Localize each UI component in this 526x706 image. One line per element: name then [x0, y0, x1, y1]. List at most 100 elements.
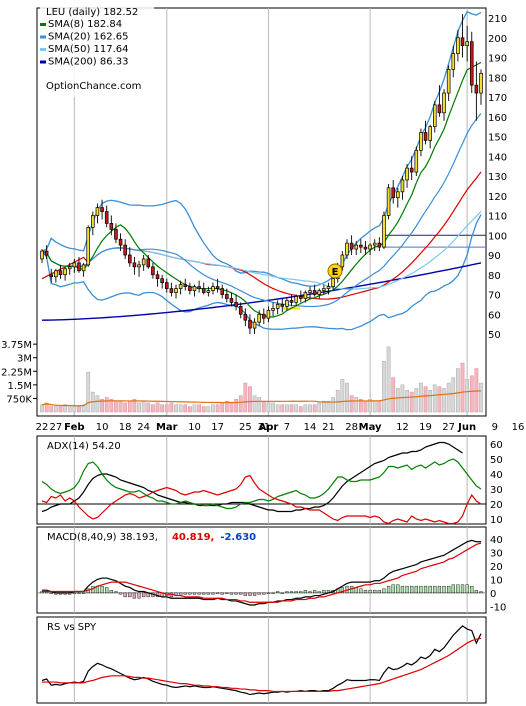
- macd-histogram-bar: [303, 589, 308, 594]
- macd-histogram-bar: [123, 592, 127, 598]
- volume-bar: [151, 404, 155, 413]
- adx-tick-label: 30: [490, 485, 503, 496]
- macd-histogram-bar: [183, 592, 187, 595]
- price-tick-label: 190: [488, 54, 507, 65]
- candle-body: [428, 126, 432, 141]
- macd-histogram-bar: [317, 591, 321, 594]
- candle-body: [67, 266, 72, 270]
- candle-body: [289, 300, 294, 303]
- macd-label: MACD(8,40,9) 38.193,: [47, 532, 158, 543]
- volume-bar: [308, 404, 312, 413]
- volume-bar: [261, 400, 266, 413]
- candle-body: [275, 304, 280, 309]
- volume-tick-label: 3.75M: [1, 340, 32, 351]
- macd-tick-label: 10: [490, 575, 503, 586]
- volume-bar: [192, 404, 197, 413]
- legend-item-label: SMA(50) 117.64: [48, 44, 129, 55]
- volume-bar: [469, 375, 474, 413]
- macd-histogram-bar: [437, 585, 442, 594]
- candle-body: [54, 270, 58, 278]
- candle-body: [188, 286, 192, 291]
- price-tick-label: 80: [488, 271, 501, 282]
- candle-body: [294, 296, 298, 303]
- sma8-line: [41, 61, 482, 318]
- volume-bar: [146, 402, 151, 413]
- macd-histogram-bar: [81, 592, 86, 594]
- adx-series-line: [41, 441, 463, 513]
- macd-histogram-bar: [363, 589, 368, 594]
- macd-histogram-bar: [451, 584, 455, 594]
- candle-body: [465, 41, 469, 47]
- macd-histogram-bar: [280, 592, 284, 594]
- macd-histogram-bar: [276, 591, 280, 594]
- macd-tick-label: 0: [490, 589, 496, 600]
- volume-bar: [317, 402, 322, 413]
- price-tick-label: 170: [488, 93, 507, 104]
- candle-body: [280, 304, 285, 307]
- volume-bar: [58, 406, 63, 413]
- adx-tick-label: 40: [490, 470, 503, 481]
- volume-bar: [280, 404, 285, 413]
- adx-tick-label: 10: [490, 515, 503, 526]
- macd-histogram-bar: [197, 592, 201, 595]
- volume-tick-label: 2.25M: [1, 367, 32, 378]
- candle-body: [442, 92, 446, 114]
- adx-tick-label: 60: [490, 440, 503, 451]
- earnings-marker: E: [327, 263, 343, 279]
- price-tick-label: 60: [488, 310, 501, 321]
- volume-bar: [266, 402, 271, 413]
- macd-histogram-bar: [447, 585, 451, 594]
- volume-bar: [479, 382, 483, 413]
- volume-bar: [363, 400, 368, 413]
- macd-histogram-bar: [252, 592, 257, 596]
- candle-body: [192, 286, 197, 291]
- candle-body: [257, 313, 261, 323]
- candle-body: [433, 104, 437, 127]
- candle-body: [312, 290, 317, 295]
- macd-histogram-bar: [215, 592, 220, 594]
- volume-bar: [372, 400, 377, 413]
- candle-body: [40, 250, 44, 260]
- candle-body: [160, 278, 164, 284]
- macd-histogram-bar: [211, 592, 215, 595]
- candle-body: [238, 306, 243, 315]
- volume-bar: [409, 391, 414, 413]
- macd-histogram-bar: [202, 592, 206, 595]
- macd-histogram-bar: [128, 592, 132, 598]
- legend-item-label: SMA(200) 86.33: [48, 57, 129, 68]
- legend-swatch: [40, 35, 46, 39]
- macd-histogram-bar: [428, 585, 432, 594]
- price-tick-label: 90: [488, 251, 501, 262]
- volume-bar: [460, 362, 465, 413]
- macd-axis: -10 0 10 20 30 40: [490, 535, 506, 613]
- price-tick-label: 140: [488, 152, 507, 163]
- adx-lines: [41, 441, 482, 525]
- macd-histogram-bar: [118, 592, 123, 595]
- volume-bar: [345, 382, 349, 413]
- candle-body: [86, 227, 90, 266]
- macd-tick-label: -10: [490, 602, 506, 613]
- candlesticks: [40, 14, 483, 334]
- candle-body: [479, 72, 483, 94]
- macd-histogram-bar: [400, 585, 405, 594]
- candle-body: [456, 37, 460, 54]
- volume-bar: [132, 399, 137, 413]
- macd-panel-frame: [36, 526, 487, 614]
- volume-bar: [451, 377, 456, 413]
- volume-bar: [349, 395, 354, 413]
- date-tick-label: 17: [211, 422, 224, 433]
- adx-panel-frame: [36, 435, 487, 525]
- candle-body: [419, 132, 423, 151]
- candle-body: [345, 242, 349, 256]
- candle-body: [363, 246, 368, 250]
- volume-bar: [474, 368, 479, 413]
- volume-bar: [220, 402, 225, 413]
- volume-bar: [178, 404, 183, 413]
- rs-label: RS vs SPY: [47, 622, 97, 633]
- candle-body: [396, 191, 400, 199]
- volume-bar: [331, 397, 335, 413]
- volume-tick-label: 1.5M: [7, 381, 32, 392]
- legend-item-label: SMA(8) 182.84: [48, 19, 122, 30]
- candle-body: [391, 187, 395, 199]
